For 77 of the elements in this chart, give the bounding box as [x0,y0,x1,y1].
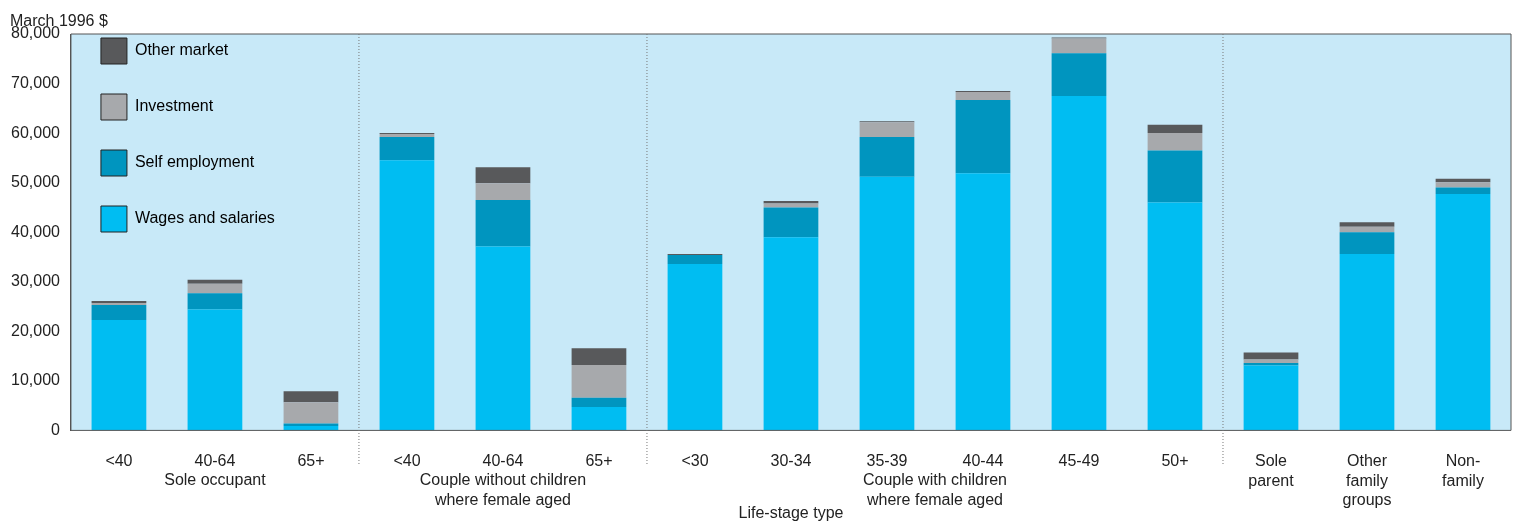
x-tick-label: 50+ [1161,452,1189,470]
x-tick-label: 65+ [297,452,325,470]
y-tick-label: 50,000 [11,173,61,191]
x-tick-label: 40-64 [482,452,524,470]
y-tick-label: 0 [51,420,61,438]
bar [1243,365,1299,431]
bar [667,263,723,431]
bar [859,137,915,177]
x-tick-label: 30-34 [770,452,812,470]
y-tick-label: 10,000 [11,371,61,389]
bar [1435,194,1491,431]
bar [1051,95,1107,431]
x-tick-label: 65+ [585,452,613,470]
legend-label: Wages and salaries [134,209,275,227]
x-tick-label: 35-39 [866,452,908,470]
x-tick-label: <30 [681,452,709,470]
y-tick-label: 60,000 [11,123,61,141]
bar [1051,53,1107,96]
x-tick-label: <40 [393,452,421,470]
bar [1435,182,1491,188]
legend-label: Investment [134,97,214,115]
bar [667,254,723,264]
y-tick-label: 30,000 [11,272,61,290]
bar [955,173,1011,431]
x-tick-label: Other family groups [1342,452,1392,508]
bar [1339,222,1395,227]
x-tick-label: 40-64 [194,452,236,470]
x-tick-label: Non-family [1442,452,1484,489]
bar [1147,124,1203,134]
legend-label: Other market [134,41,229,59]
bar [1339,232,1395,254]
bar [91,319,147,431]
bar [379,160,435,431]
bar [475,167,531,184]
bar [283,423,339,426]
bar [763,203,819,208]
bar [379,137,435,161]
x-tick-label: <40 [105,452,133,470]
bar [283,391,339,403]
bar [763,237,819,431]
bar [1435,187,1491,195]
bar [187,279,243,284]
y-tick-label: 40,000 [11,222,61,240]
bar [475,183,531,200]
bar [475,246,531,431]
text: Couple with children where female aged [862,470,1008,508]
bar [1243,352,1299,360]
text: Couple without children where female aged [419,470,587,508]
text: Sole occupant [164,470,267,488]
bar [1051,38,1107,54]
x-axis-title: Life-stage type [738,504,844,522]
y-tick-label: 20,000 [11,321,61,339]
bar [859,176,915,431]
bar [1147,150,1203,203]
bar [763,207,819,238]
bar [475,199,531,247]
bar [1339,254,1395,431]
bar [1147,202,1203,431]
x-tick-label: 40-44 [962,452,1004,470]
bar [1147,133,1203,151]
bar [859,122,915,138]
legend-label: Self employment [134,153,255,171]
bar [571,397,627,408]
bar [955,99,1011,174]
bar [571,364,627,398]
bar [91,305,147,320]
bar [187,309,243,431]
bar [955,91,1011,100]
bar [187,293,243,310]
bar [283,402,339,424]
bar [1339,226,1395,233]
bar [187,283,243,294]
x-tick-label: 45-49 [1058,452,1100,470]
bar [571,407,627,431]
x-tick-label: Sole parent [1248,452,1295,489]
y-tick-label: 70,000 [11,73,61,91]
bar [571,348,627,365]
